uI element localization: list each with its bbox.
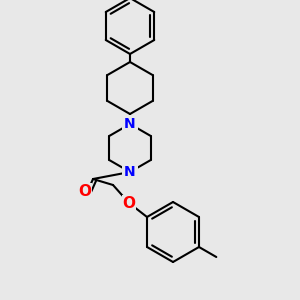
Text: O: O	[79, 184, 92, 199]
Text: N: N	[124, 165, 136, 179]
Text: N: N	[124, 117, 136, 131]
Text: O: O	[122, 196, 136, 211]
